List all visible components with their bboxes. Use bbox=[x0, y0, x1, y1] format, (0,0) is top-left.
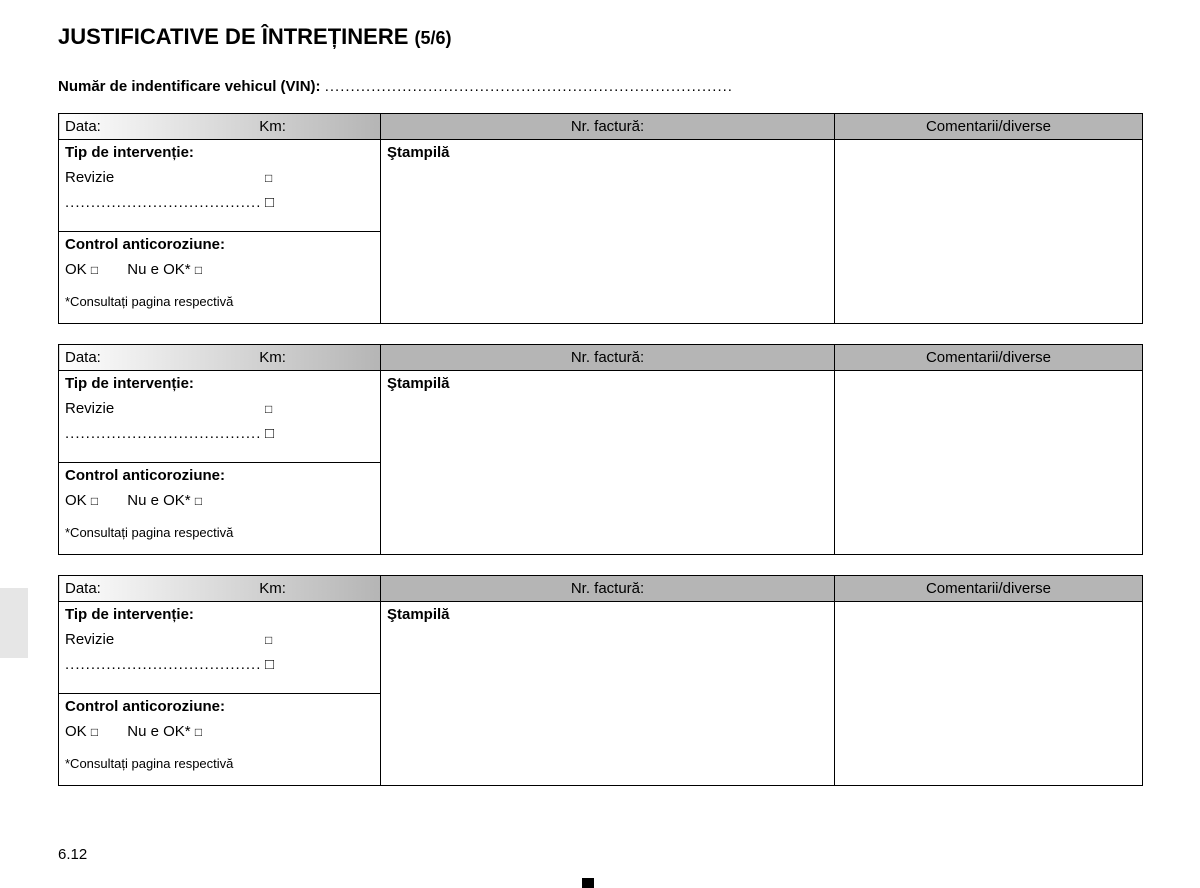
nu-ok-label: Nu e OK* bbox=[127, 261, 195, 278]
other-dots: ...................................... bbox=[65, 194, 265, 211]
hdr-km: Km: bbox=[259, 580, 286, 597]
ok-checkbox[interactable]: □ bbox=[91, 263, 98, 277]
maintenance-block-1: Data: Km: Nr. factură: Comentarii/divers… bbox=[58, 113, 1143, 324]
cell-stampila: Ştampilă bbox=[381, 371, 835, 555]
nu-ok-checkbox[interactable]: □ bbox=[195, 263, 202, 277]
vin-line: Număr de indentificare vehicul (VIN): ..… bbox=[58, 78, 1142, 95]
revizie-label: Revizie bbox=[65, 169, 265, 186]
title-sub: (5/6) bbox=[415, 28, 452, 48]
hdr-km: Km: bbox=[259, 349, 286, 366]
cell-intervention: Tip de intervenție: Revizie □ ..........… bbox=[59, 602, 381, 694]
nu-ok-label: Nu e OK* bbox=[127, 492, 195, 509]
other-checkbox[interactable]: □ bbox=[265, 425, 274, 442]
hdr-data-km: Data: Km: bbox=[59, 114, 381, 140]
footnote: *Consultați pagina respectivă bbox=[65, 756, 374, 771]
stampila-label: Ştampilă bbox=[387, 144, 828, 161]
other-row: ...................................... □ bbox=[65, 656, 374, 673]
title-main: JUSTIFICATIVE DE ÎNTREȚINERE bbox=[58, 24, 415, 49]
footnote: *Consultați pagina respectivă bbox=[65, 525, 374, 540]
cell-comentarii bbox=[835, 371, 1143, 555]
maintenance-block-2: Data: Km: Nr. factură: Comentarii/divers… bbox=[58, 344, 1143, 555]
binder-tab-marker bbox=[0, 588, 28, 658]
other-dots: ...................................... bbox=[65, 656, 265, 673]
cell-stampila: Ştampilă bbox=[381, 602, 835, 786]
revizie-row: Revizie □ bbox=[65, 400, 374, 417]
cell-intervention: Tip de intervenție: Revizie □ ..........… bbox=[59, 140, 381, 232]
vin-label: Număr de indentificare vehicul (VIN): bbox=[58, 78, 325, 95]
ok-checkbox[interactable]: □ bbox=[91, 494, 98, 508]
cell-comentarii bbox=[835, 602, 1143, 786]
nu-ok-label: Nu e OK* bbox=[127, 723, 195, 740]
nu-ok-checkbox[interactable]: □ bbox=[195, 494, 202, 508]
crop-mark bbox=[582, 878, 594, 888]
tip-label: Tip de intervenție: bbox=[65, 606, 374, 623]
ok-checkbox[interactable]: □ bbox=[91, 725, 98, 739]
revizie-label: Revizie bbox=[65, 631, 265, 648]
control-label: Control anticoroziune: bbox=[65, 698, 374, 715]
cell-intervention: Tip de intervenție: Revizie □ ..........… bbox=[59, 371, 381, 463]
ok-label: OK bbox=[65, 723, 91, 740]
hdr-data: Data: bbox=[65, 349, 101, 366]
cell-comentarii bbox=[835, 140, 1143, 324]
corro-options: OK □ Nu e OK* □ bbox=[65, 723, 374, 740]
maintenance-block-3: Data: Km: Nr. factură: Comentarii/divers… bbox=[58, 575, 1143, 786]
cell-stampila: Ştampilă bbox=[381, 140, 835, 324]
corro-options: OK □ Nu e OK* □ bbox=[65, 492, 374, 509]
page-number: 6.12 bbox=[58, 846, 87, 863]
corro-options: OK □ Nu e OK* □ bbox=[65, 261, 374, 278]
revizie-checkbox[interactable]: □ bbox=[265, 402, 272, 416]
hdr-factura: Nr. factură: bbox=[381, 114, 835, 140]
stampila-label: Ştampilă bbox=[387, 606, 828, 623]
revizie-row: Revizie □ bbox=[65, 169, 374, 186]
hdr-data-km: Data: Km: bbox=[59, 576, 381, 602]
ok-label: OK bbox=[65, 261, 91, 278]
cell-anticorrosion: Control anticoroziune: OK □ Nu e OK* □ *… bbox=[59, 463, 381, 555]
cell-anticorrosion: Control anticoroziune: OK □ Nu e OK* □ *… bbox=[59, 694, 381, 786]
hdr-comentarii: Comentarii/diverse bbox=[835, 114, 1143, 140]
tip-label: Tip de intervenție: bbox=[65, 144, 374, 161]
revizie-checkbox[interactable]: □ bbox=[265, 633, 272, 647]
hdr-data-km: Data: Km: bbox=[59, 345, 381, 371]
hdr-factura: Nr. factură: bbox=[381, 345, 835, 371]
footnote: *Consultați pagina respectivă bbox=[65, 294, 374, 309]
control-label: Control anticoroziune: bbox=[65, 467, 374, 484]
revizie-label: Revizie bbox=[65, 400, 265, 417]
vin-dots: ........................................… bbox=[325, 78, 733, 95]
hdr-km: Km: bbox=[259, 118, 286, 135]
hdr-factura: Nr. factură: bbox=[381, 576, 835, 602]
hdr-comentarii: Comentarii/diverse bbox=[835, 576, 1143, 602]
other-checkbox[interactable]: □ bbox=[265, 194, 274, 211]
revizie-checkbox[interactable]: □ bbox=[265, 171, 272, 185]
other-row: ...................................... □ bbox=[65, 194, 374, 211]
ok-label: OK bbox=[65, 492, 91, 509]
other-row: ...................................... □ bbox=[65, 425, 374, 442]
nu-ok-checkbox[interactable]: □ bbox=[195, 725, 202, 739]
other-dots: ...................................... bbox=[65, 425, 265, 442]
hdr-data: Data: bbox=[65, 118, 101, 135]
hdr-comentarii: Comentarii/diverse bbox=[835, 345, 1143, 371]
cell-anticorrosion: Control anticoroziune: OK □ Nu e OK* □ *… bbox=[59, 232, 381, 324]
page-title: JUSTIFICATIVE DE ÎNTREȚINERE (5/6) bbox=[58, 24, 1142, 50]
control-label: Control anticoroziune: bbox=[65, 236, 374, 253]
revizie-row: Revizie □ bbox=[65, 631, 374, 648]
other-checkbox[interactable]: □ bbox=[265, 656, 274, 673]
stampila-label: Ştampilă bbox=[387, 375, 828, 392]
hdr-data: Data: bbox=[65, 580, 101, 597]
tip-label: Tip de intervenție: bbox=[65, 375, 374, 392]
page-content: JUSTIFICATIVE DE ÎNTREȚINERE (5/6) Număr… bbox=[58, 24, 1142, 806]
